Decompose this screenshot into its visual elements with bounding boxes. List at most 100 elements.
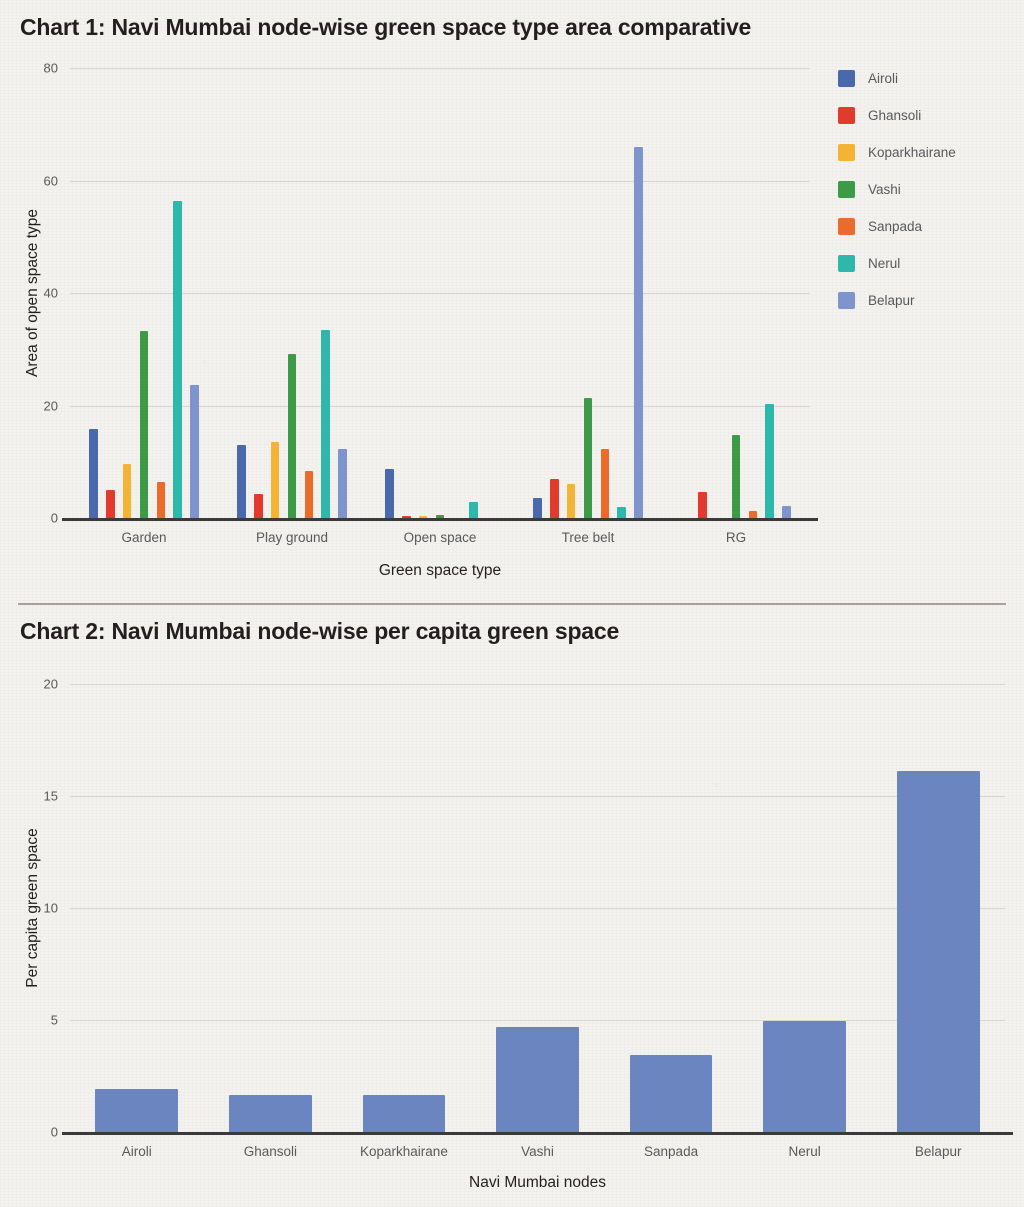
x-axis-tick-label: RG [725,530,747,545]
bar [782,505,792,518]
bar [418,516,428,518]
legend-swatch-icon [838,255,855,272]
bar [617,507,627,518]
chart2-plot: 0 5 10 15 20 Airoli Ghansoli Koparkhairane Vashi… [24,677,1013,1191]
y-axis-tick-label: 80 [43,60,58,76]
bar [496,1026,579,1132]
bar [95,1089,179,1132]
bar [697,492,707,518]
y-axis-tick-label: 40 [43,285,58,301]
legend-item-label: Vashi [868,182,901,197]
y-axis-tick-label: 20 [43,676,58,692]
bar [435,515,445,518]
bar [139,331,149,518]
bar [896,771,980,1132]
gridline [70,908,1005,909]
legend-item[interactable]: Belapur [838,282,956,319]
legend-swatch-icon [838,70,855,87]
legend-item-label: Belapur [868,293,915,308]
x-axis-title: Green space type [378,562,502,579]
chart1-title: Chart 1: Navi Mumbai node-wise green spa… [20,14,752,40]
bar [532,497,542,518]
x-axis-tick-label: Nerul [788,1144,821,1159]
legend-swatch-icon [838,292,855,309]
bar [270,442,280,518]
legend-swatch-icon [838,107,855,124]
x-axis-tick-label: Open space [403,530,477,545]
gridline [70,68,810,69]
bar [338,449,348,518]
x-axis-title: Navi Mumbai nodes [469,1174,606,1191]
bar [566,484,576,518]
legend-item[interactable]: Ghansoli [838,97,956,134]
gridline [70,405,810,407]
legend-item[interactable]: Airoli [838,60,956,97]
bar [253,494,263,518]
x-axis-tick-label: Ghansoli [243,1144,297,1159]
y-axis-tick-label: 0 [50,510,58,526]
bar [469,502,479,518]
bar [304,471,314,518]
bar [105,490,115,518]
y-axis-title: Per capita green space [24,828,41,988]
y-axis-tick-label: 0 [50,1124,58,1140]
y-axis-tick-label: 10 [43,900,58,916]
bar [731,434,741,518]
bar [549,479,559,518]
x-axis-tick-label: Play ground [255,530,329,545]
y-axis-tick-label: 5 [50,1012,58,1028]
gridline [70,684,1005,685]
y-axis-tick-label: 15 [43,788,58,804]
gridline [70,1020,1005,1021]
bar [583,397,593,518]
x-axis-tick-label: Koparkhairane [360,1144,448,1159]
x-axis-tick-label: Tree belt [561,530,615,545]
bar [763,1021,847,1132]
legend-swatch-icon [838,218,855,235]
legend-item-label: Koparkhairane [868,145,956,160]
bar [748,510,758,518]
gridline [70,796,1005,797]
bar [362,1095,446,1132]
bar [287,353,297,518]
bar [765,404,775,518]
bar [321,329,331,518]
gridline [70,180,810,182]
chart1-legend: Airoli Ghansoli Koparkhairane Vashi Sanpada N… [838,60,956,319]
y-axis-title: Area of open space type [24,208,41,378]
bar [228,1095,312,1132]
bar [384,469,394,518]
x-axis-line [62,518,818,521]
section-divider [18,603,1006,605]
legend-item-label: Nerul [868,256,901,271]
bar [634,146,644,518]
legend-swatch-icon [838,181,855,198]
bar [401,515,411,518]
gridline [70,293,810,294]
bar [600,449,610,518]
x-axis-tick-label: Sanpada [644,1144,699,1159]
bar [190,385,200,518]
bar [122,464,132,518]
legend-item[interactable]: Koparkhairane [838,134,956,171]
x-axis-tick-label: Airoli [121,1144,152,1159]
bar [629,1054,713,1132]
legend-item-label: Ghansoli [868,108,922,123]
y-axis-tick-label: 60 [43,173,58,188]
x-axis-tick-label: Vashi [521,1144,554,1159]
x-axis-tick-label: Garden [121,530,167,545]
bar [88,429,98,518]
legend-item[interactable]: Vashi [838,171,956,208]
legend-swatch-icon [838,144,855,161]
legend-item-label: Airoli [868,71,899,86]
bar [236,445,246,518]
chart1-plot: 0 20 40 60 80 Garden Play ground Open space Tree… [24,61,818,579]
legend-item[interactable]: Sanpada [838,208,956,245]
y-axis-tick-label: 20 [43,398,58,413]
chart2-title: Chart 2: Navi Mumbai node-wise per capit… [20,618,620,644]
bar [156,482,166,518]
x-axis-tick-label: Belapur [914,1144,962,1159]
legend-item[interactable]: Nerul [838,245,956,282]
x-axis-line [62,1132,1013,1135]
